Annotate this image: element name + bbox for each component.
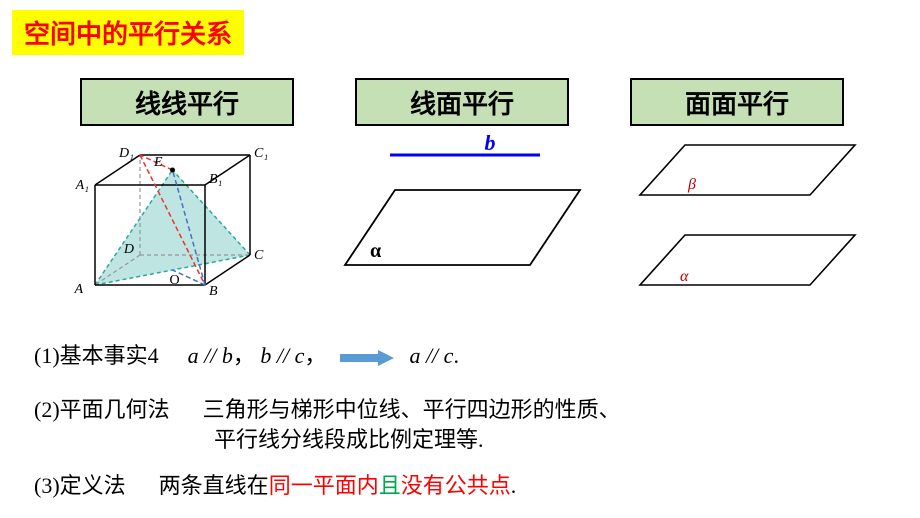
bullet-1: (1)基本事实4 a // b， b // c， a // c. — [34, 338, 884, 370]
header-line-plane: 线面平行 — [355, 78, 569, 126]
plane-plane-svg: βα — [620, 135, 880, 300]
header-plane-plane: 面面平行 — [630, 78, 844, 126]
bullet-2-body: 三角形与梯形中位线、平行四边形的性质、 — [203, 397, 621, 422]
bullet-3-red2: 没有公共点 — [401, 473, 511, 498]
page-title: 空间中的平行关系 — [12, 10, 244, 55]
svg-text:O: O — [169, 273, 179, 288]
svg-text:C₁: C₁ — [254, 146, 268, 161]
svg-text:B: B — [209, 284, 218, 295]
svg-text:b: b — [485, 135, 496, 155]
line-plane-diagram: bα — [330, 135, 590, 290]
svg-text:D: D — [123, 242, 134, 257]
header-plane-plane-label: 面面平行 — [685, 84, 789, 121]
implies-arrow — [340, 348, 396, 368]
svg-text:C: C — [254, 248, 264, 263]
svg-text:α: α — [370, 240, 381, 262]
b1-comma1: ， — [233, 343, 255, 368]
b1-a2: a — [409, 343, 420, 368]
b1-par1: // — [199, 343, 222, 368]
bullet-3-dot: . — [511, 473, 517, 498]
plane-plane-diagram: βα — [620, 135, 880, 305]
svg-text:B₁: B₁ — [209, 172, 222, 187]
svg-text:A: A — [73, 282, 83, 295]
b1-comma2: ， — [304, 343, 326, 368]
header-line-line: 线线平行 — [80, 78, 294, 126]
bullet-3-green: 且 — [379, 473, 401, 498]
b1-dot: . — [453, 343, 459, 368]
bullet-3: (3)定义法 两条直线在同一平面内且没有公共点. — [34, 468, 884, 500]
svg-text:A₁: A₁ — [75, 178, 89, 193]
svg-text:E: E — [153, 155, 163, 170]
svg-text:β: β — [687, 176, 696, 193]
bullet-1-head: 基本事实4 — [60, 343, 159, 368]
b1-b2: b — [260, 343, 271, 368]
b1-par2: // — [271, 343, 294, 368]
b1-b1: b — [222, 343, 233, 368]
bullet-2: (2)平面几何法 三角形与梯形中位线、平行四边形的性质、 — [34, 392, 884, 424]
bullet-2-line2: 平行线分线段成比例定理等. — [214, 422, 920, 454]
title-text: 空间中的平行关系 — [24, 19, 232, 49]
bullet-1-num: (1) — [34, 343, 60, 368]
svg-text:D₁: D₁ — [118, 146, 134, 161]
b1-c1: c — [295, 343, 305, 368]
cube-svg: A B C D A₁ B₁ C₁ D₁ E O — [55, 135, 285, 295]
bullet-3-num: (3) — [34, 473, 60, 498]
header-line-plane-label: 线面平行 — [410, 84, 514, 121]
b1-par3: // — [420, 343, 443, 368]
cube-diagram: A B C D A₁ B₁ C₁ D₁ E O — [55, 135, 285, 300]
bullet-2-head: 平面几何法 — [60, 397, 170, 422]
bullet-3-head: 定义法 — [60, 473, 126, 498]
b1-a1: a — [188, 343, 199, 368]
header-line-line-label: 线线平行 — [135, 84, 239, 121]
bullet-2-num: (2) — [34, 397, 60, 422]
bullet-2-body2: 平行线分线段成比例定理等. — [214, 427, 484, 452]
line-plane-svg: bα — [330, 135, 590, 285]
bullet-3-red1: 同一平面内 — [269, 473, 379, 498]
b1-c2: c — [444, 343, 454, 368]
svg-text:α: α — [680, 268, 689, 285]
arrow-icon — [340, 348, 396, 368]
bullet-3-pre: 两条直线在 — [159, 473, 269, 498]
